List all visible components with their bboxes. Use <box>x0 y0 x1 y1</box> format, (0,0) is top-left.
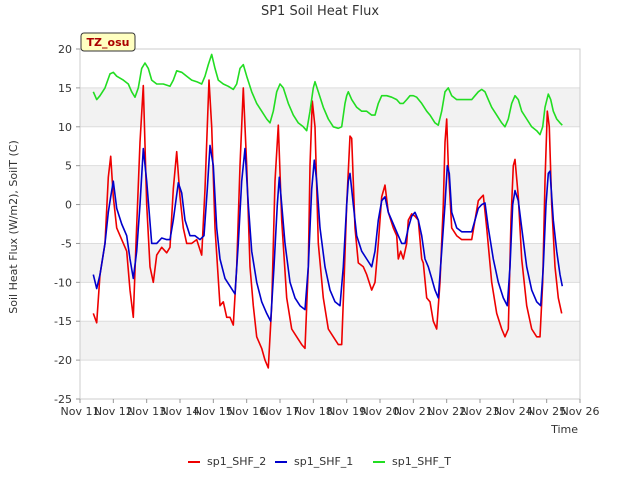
x-axis-title: Time <box>550 423 578 436</box>
series-line-sp1_SHF_2 <box>92 79 563 369</box>
y-tick-label: -25 <box>54 393 72 406</box>
x-tick-label: Nov 15 <box>194 405 233 418</box>
x-tick-label: Nov 12 <box>94 405 133 418</box>
grid-band <box>80 165 580 205</box>
x-tick-label: Nov 13 <box>127 405 166 418</box>
grid-bands <box>80 49 580 399</box>
y-tick-label: -15 <box>54 315 72 328</box>
series-line-sp1_SHF_1 <box>92 144 564 322</box>
x-tick-label: Nov 21 <box>394 405 433 418</box>
y-axis-title: Soil Heat Flux (W/m2), SoilT (C) <box>7 140 20 313</box>
site-badge-box <box>80 32 136 52</box>
x-tick-label: Nov 25 <box>527 405 566 418</box>
grid-band <box>80 360 580 399</box>
legend: sp1_SHF_2 sp1_SHF_1 sp1_SHF_T <box>188 455 451 468</box>
series-line-sp1_SHF_T <box>92 53 563 136</box>
grid-band <box>80 204 580 244</box>
x-tick-label: Nov 26 <box>561 405 600 418</box>
x-tick-label: Nov 18 <box>294 405 333 418</box>
legend-label: sp1_SHF_2 <box>207 455 266 468</box>
y-tick-label: -10 <box>54 276 72 289</box>
site-badge-label: TZ_osu <box>87 36 130 49</box>
y-tick-label: 5 <box>65 160 72 173</box>
series-lines <box>92 53 564 369</box>
x-tick-label: Nov 22 <box>427 405 466 418</box>
grid-band <box>80 49 580 88</box>
y-axis-ticks: -25 -20 -15 -10 -5 0 5 10 15 20 <box>54 43 80 406</box>
x-tick-label: Nov 23 <box>461 405 500 418</box>
x-tick-label: Nov 14 <box>161 405 200 418</box>
chart-title: SP1 Soil Heat Flux <box>261 4 379 19</box>
x-tick-label: Nov 19 <box>327 405 366 418</box>
x-tick-label: Nov 11 <box>61 405 100 418</box>
plot-frame <box>79 48 581 400</box>
legend-label: sp1_SHF_1 <box>294 455 353 468</box>
y-tick-label: 15 <box>58 82 72 95</box>
x-tick-label: Nov 16 <box>227 405 266 418</box>
grid-band <box>80 126 580 166</box>
grid-band <box>80 321 580 361</box>
y-tick-label: 20 <box>58 43 72 56</box>
y-tick-label: -5 <box>61 237 72 250</box>
legend-label: sp1_SHF_T <box>392 455 451 468</box>
y-tick-label: 10 <box>58 121 72 134</box>
y-tick-label: -20 <box>54 354 72 367</box>
x-tick-label: Nov 24 <box>494 405 533 418</box>
x-tick-label: Nov 20 <box>361 405 400 418</box>
y-tick-label: 0 <box>65 199 72 212</box>
x-tick-label: Nov 17 <box>261 405 300 418</box>
site-badge: TZ_osu <box>80 32 136 52</box>
